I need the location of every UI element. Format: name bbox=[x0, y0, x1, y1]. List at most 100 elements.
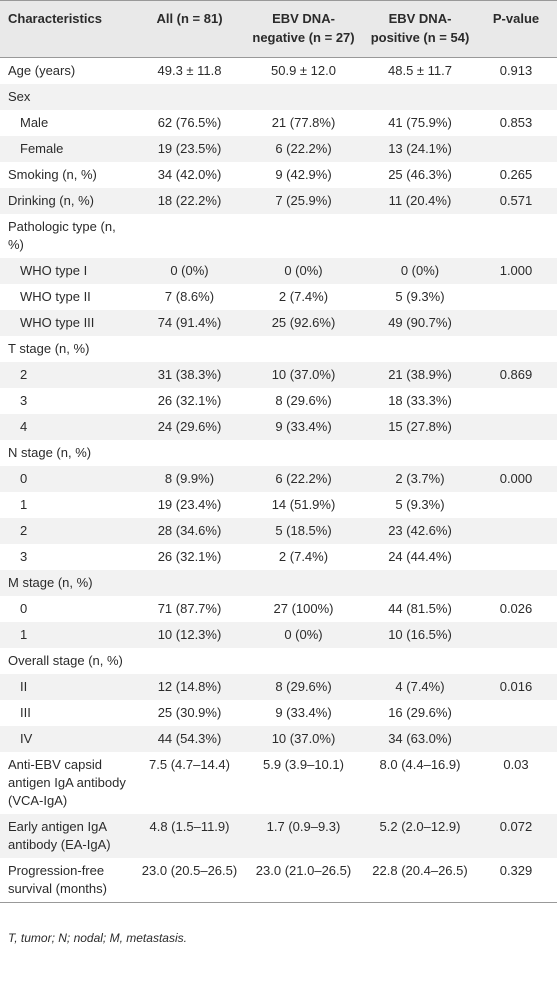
cell bbox=[242, 84, 365, 110]
cell: 26 (32.1%) bbox=[157, 393, 222, 408]
row-label: WHO type I bbox=[0, 258, 137, 284]
row-label: 1 bbox=[0, 622, 137, 648]
cell: 0.571 bbox=[475, 188, 557, 214]
table-row: Sex bbox=[0, 84, 557, 110]
cell: 0.026 bbox=[499, 601, 533, 616]
cell: 49.3 ± 11.8 bbox=[157, 63, 222, 78]
table-row: Progression-free survival (months) 23.0 (… bbox=[0, 858, 557, 903]
cell: 18 (33.3%) bbox=[388, 393, 452, 408]
cell: 14 (51.9%) bbox=[271, 497, 336, 512]
cell: 4 (7.4%) bbox=[365, 674, 475, 700]
cell bbox=[137, 336, 242, 362]
cell: 7 (25.9%) bbox=[242, 188, 365, 214]
row-label: Progression-free survival (months) bbox=[8, 863, 107, 896]
cell: 34 (42.0%) bbox=[157, 167, 222, 182]
cell: 11 (20.4%) bbox=[365, 188, 475, 214]
cell: 19 (23.4%) bbox=[157, 497, 222, 512]
cell: 15 (27.8%) bbox=[365, 414, 475, 440]
cell: 34 (63.0%) bbox=[365, 726, 475, 752]
cell: 23.0 (21.0–26.5) bbox=[255, 863, 352, 878]
cell: 5 (9.3%) bbox=[395, 497, 445, 512]
table-row: 0 71 (87.7%) 27 (100%) 44 (81.5%) 0.026 bbox=[0, 596, 557, 622]
cell: 41 (75.9%) bbox=[388, 115, 452, 130]
cell bbox=[137, 648, 242, 674]
cell: 5 (9.3%) bbox=[395, 289, 445, 304]
cell: 0.072 bbox=[475, 814, 557, 858]
table-row: II 12 (14.8%) 8 (29.6%) 4 (7.4%) 0.016 bbox=[0, 674, 557, 700]
row-label: 0 bbox=[0, 466, 137, 492]
table-row: Overall stage (n, %) bbox=[0, 648, 557, 674]
row-label: N stage (n, %) bbox=[8, 445, 92, 460]
cell bbox=[242, 570, 365, 596]
cell bbox=[475, 648, 557, 674]
row-label: II bbox=[0, 674, 137, 700]
table-row: 1 19 (23.4%) 14 (51.9%) 5 (9.3%) bbox=[0, 492, 557, 518]
cell: 8.0 (4.4–16.9) bbox=[379, 757, 461, 772]
cell: 9 (33.4%) bbox=[242, 414, 365, 440]
cell: 23.0 (20.5–26.5) bbox=[141, 863, 238, 878]
row-label: Age (years) bbox=[8, 63, 76, 78]
cell: 24 (29.6%) bbox=[137, 414, 242, 440]
cell bbox=[365, 214, 475, 258]
table-row: 2 31 (38.3%) 10 (37.0%) 21 (38.9%) 0.869 bbox=[0, 362, 557, 388]
cell bbox=[242, 648, 365, 674]
cell: 0.016 bbox=[475, 674, 557, 700]
table-row: WHO type II 7 (8.6%) 2 (7.4%) 5 (9.3%) bbox=[0, 284, 557, 310]
row-label: Overall stage (n, %) bbox=[8, 653, 123, 668]
table-body: Age (years) 49.3 ± 11.8 50.9 ± 12.0 48.5 ± … bbox=[0, 58, 557, 903]
table-row: III 25 (30.9%) 9 (33.4%) 16 (29.6%) bbox=[0, 700, 557, 726]
column-header: Characteristics bbox=[0, 0, 137, 58]
cell: 22.8 (20.4–26.5) bbox=[372, 863, 468, 878]
cell bbox=[475, 440, 557, 466]
row-label: 2 bbox=[0, 518, 137, 544]
cell: 4.8 (1.5–11.9) bbox=[137, 814, 242, 858]
cell: 44 (81.5%) bbox=[388, 601, 452, 616]
row-label: 0 bbox=[20, 601, 28, 616]
cell bbox=[475, 700, 557, 726]
data-table: Characteristics All (n = 81) EBV DNA-negat… bbox=[0, 0, 557, 903]
row-label: Male bbox=[20, 115, 49, 130]
cell: 27 (100%) bbox=[273, 601, 334, 616]
cell bbox=[475, 544, 557, 570]
cell bbox=[137, 570, 242, 596]
row-label: M stage (n, %) bbox=[0, 570, 137, 596]
table-row: M stage (n, %) bbox=[0, 570, 557, 596]
cell bbox=[365, 336, 475, 362]
cell: 16 (29.6%) bbox=[388, 705, 452, 720]
row-label: T stage (n, %) bbox=[8, 341, 90, 356]
cell: 0.329 bbox=[499, 863, 533, 878]
cell: 1.7 (0.9–9.3) bbox=[242, 814, 365, 858]
cell: 0 (0%) bbox=[242, 258, 365, 284]
table-row: Smoking (n, %) 34 (42.0%) 9 (42.9%) 25 (46.… bbox=[0, 162, 557, 188]
row-label: 1 bbox=[20, 497, 28, 512]
table-row: Age (years) 49.3 ± 11.8 50.9 ± 12.0 48.5 ± … bbox=[0, 58, 557, 85]
cell: 44 (54.3%) bbox=[137, 726, 242, 752]
column-header: All (n = 81) bbox=[137, 0, 242, 58]
row-label: 2 bbox=[0, 362, 137, 388]
row-label: WHO type III bbox=[0, 310, 137, 336]
table-row: IV 44 (54.3%) 10 (37.0%) 34 (63.0%) bbox=[0, 726, 557, 752]
cell: 5.2 (2.0–12.9) bbox=[365, 814, 475, 858]
cell bbox=[475, 726, 557, 752]
cell bbox=[475, 622, 557, 648]
row-label: 3 bbox=[20, 549, 28, 564]
cell: 9 (33.4%) bbox=[275, 705, 332, 720]
cell: 2 (3.7%) bbox=[365, 466, 475, 492]
cell: 25 (92.6%) bbox=[242, 310, 365, 336]
cell: 6 (22.2%) bbox=[242, 466, 365, 492]
row-label: Pathologic type (n, %) bbox=[8, 219, 116, 252]
row-label: III bbox=[20, 705, 31, 720]
cell: 7 (8.6%) bbox=[164, 289, 215, 304]
cell bbox=[475, 414, 557, 440]
table-row: Drinking (n, %) 18 (22.2%) 7 (25.9%) 11 (20… bbox=[0, 188, 557, 214]
cell: 10 (12.3%) bbox=[137, 622, 242, 648]
cell: 26 (32.1%) bbox=[157, 549, 222, 564]
cell: 5.9 (3.9–10.1) bbox=[263, 757, 344, 772]
cell: 28 (34.6%) bbox=[137, 518, 242, 544]
table-row: Female 19 (23.5%) 6 (22.2%) 13 (24.1%) bbox=[0, 136, 557, 162]
cell: 0.03 bbox=[503, 757, 529, 772]
row-label: Early antigen IgA antibody (EA-IgA) bbox=[0, 814, 137, 858]
cell: 0 (0%) bbox=[365, 258, 475, 284]
cell bbox=[242, 336, 365, 362]
cell: 23 (42.6%) bbox=[365, 518, 475, 544]
